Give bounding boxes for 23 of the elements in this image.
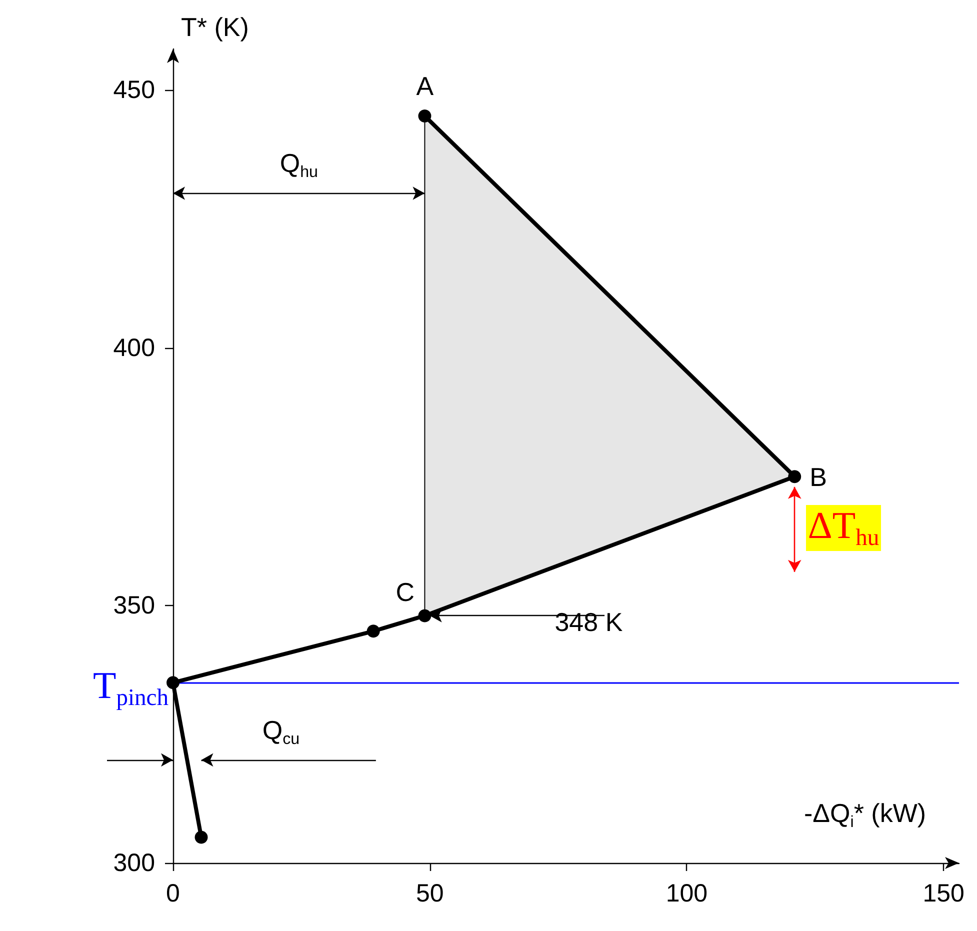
annotation: Q$_{cu}$ xyxy=(262,714,300,748)
point xyxy=(166,676,180,690)
y-tick-label: 450 xyxy=(113,76,155,104)
y-tick-label: 350 xyxy=(113,591,155,620)
x-tick-label: 50 xyxy=(416,880,444,908)
point xyxy=(194,830,208,844)
y-axis-title: T* (K) xyxy=(181,12,249,42)
ref-line-label: T$_{pinch}$ xyxy=(93,664,169,711)
point xyxy=(418,609,432,622)
x-tick-label: 150 xyxy=(922,880,964,908)
x-tick-label: 0 xyxy=(166,880,180,908)
annotation: ΔT$_{hu}$ xyxy=(806,505,882,552)
annotation: Q$_{hu}$ xyxy=(280,148,318,182)
annotation: C xyxy=(396,576,414,607)
annotation: A xyxy=(416,70,434,101)
point xyxy=(366,624,380,638)
y-tick-label: 300 xyxy=(113,849,155,877)
point xyxy=(788,470,802,484)
point xyxy=(418,109,432,122)
x-axis-title: -ΔQ$_{i}$* (kW) xyxy=(804,798,926,831)
y-tick-label: 400 xyxy=(113,334,155,362)
x-tick-label: 100 xyxy=(666,880,708,908)
annotation: B xyxy=(810,462,827,492)
